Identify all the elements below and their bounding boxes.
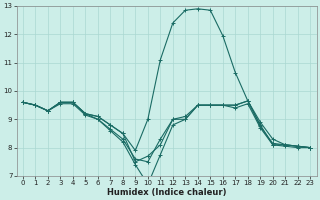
X-axis label: Humidex (Indice chaleur): Humidex (Indice chaleur) bbox=[107, 188, 226, 197]
